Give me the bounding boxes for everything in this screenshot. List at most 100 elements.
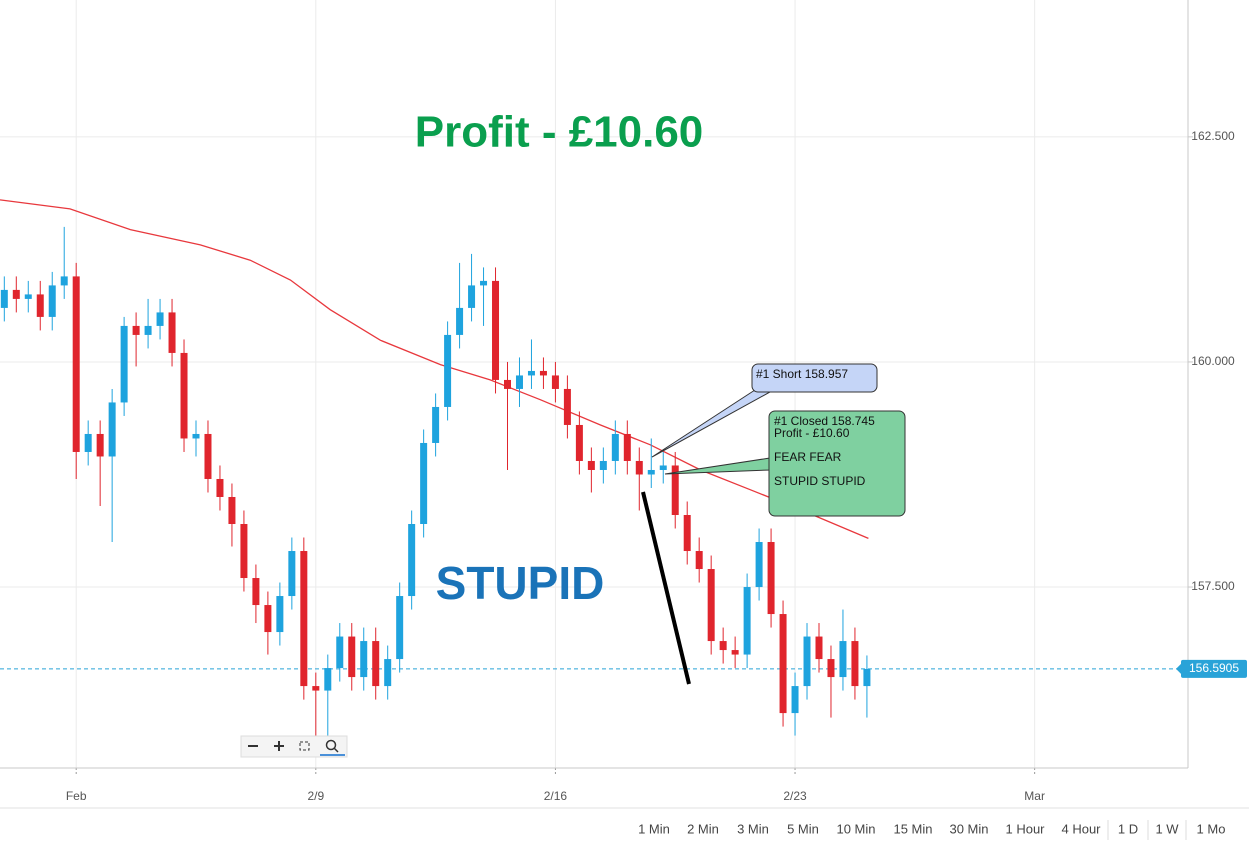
plot: 156.5905 — [0, 199, 1247, 741]
candle-body — [24, 294, 32, 299]
closed-callout — [768, 410, 906, 517]
candle-body — [707, 569, 715, 642]
timeframe-button[interactable]: 30 Min — [949, 821, 988, 836]
closed-callout-text: Profit - £10.60 — [774, 426, 850, 440]
candle-body — [575, 424, 583, 461]
candle-body — [456, 307, 464, 335]
candle-body — [144, 325, 152, 335]
last-price-badge-tip — [1176, 662, 1182, 675]
candle-body — [791, 686, 799, 714]
stamp: STUPID — [436, 557, 605, 609]
candle-body — [563, 388, 571, 425]
timeframe-button[interactable]: 1 D — [1118, 821, 1138, 836]
candle-body — [611, 433, 619, 461]
candle-body — [396, 596, 404, 660]
candle-body — [0, 289, 8, 308]
candle-body — [659, 465, 667, 470]
timeframe-button[interactable]: 2 Min — [687, 821, 719, 836]
timeframe-button[interactable]: 3 Min — [737, 821, 769, 836]
candle-body — [288, 551, 296, 597]
x-tick-label: 2/9 — [307, 789, 324, 803]
closed-callout-text: #1 Closed 158.745 — [774, 414, 875, 428]
moving-average — [0, 199, 869, 539]
headline: Profit - £10.60 — [415, 108, 704, 157]
candle-body — [803, 636, 811, 687]
candle-body — [527, 370, 535, 376]
candle-body — [492, 280, 500, 380]
x-tick-label: 2/16 — [544, 789, 568, 803]
candle-body — [432, 406, 440, 443]
timeframe-button[interactable]: 15 Min — [893, 821, 932, 836]
candle-body — [551, 375, 559, 389]
short-callout — [751, 363, 878, 393]
candle-body — [312, 686, 320, 691]
x-tick-label: 2/23 — [783, 789, 807, 803]
candle-body — [204, 433, 212, 479]
candle-body — [84, 433, 92, 452]
closed-callout-text: STUPID STUPID — [774, 474, 866, 488]
candle-body — [839, 641, 847, 678]
drawn-line — [641, 491, 691, 685]
candle-body — [60, 276, 68, 286]
candle-body — [731, 650, 739, 655]
x-tick-label: Feb — [66, 789, 87, 803]
zoom-in[interactable] — [274, 741, 284, 751]
candle-body — [156, 312, 164, 326]
candle-body — [444, 334, 452, 407]
zoom-bar — [240, 735, 348, 758]
candle-body — [408, 524, 416, 597]
candle-body — [324, 668, 332, 691]
candle-body — [671, 465, 679, 516]
y-tick-label: 162.500 — [1191, 129, 1235, 143]
timeframe-button[interactable]: 10 Min — [836, 821, 875, 836]
candle-body — [851, 641, 859, 687]
candle-body — [36, 294, 44, 317]
timeframe-button[interactable]: 1 Mo — [1197, 821, 1226, 836]
timeframe-button[interactable]: 1 Min — [638, 821, 670, 836]
candle-body — [815, 636, 823, 660]
candle-body — [827, 659, 835, 678]
candle-body — [384, 659, 392, 687]
timeframe-button[interactable]: 4 Hour — [1061, 821, 1101, 836]
timeframe-button[interactable]: 1 W — [1155, 821, 1179, 836]
zoom-controls — [240, 735, 348, 758]
y-tick-label: 160.000 — [1191, 354, 1235, 368]
timeframe-toolbar: 1 Min 2 Min 3 Min 5 Min 10 Min 15 Min 30 Min 1 … — [638, 820, 1225, 840]
candle-body — [360, 641, 368, 678]
candle-body — [216, 478, 224, 497]
candle-body — [264, 605, 272, 633]
candle-body — [647, 469, 655, 475]
candle-body — [336, 636, 344, 669]
candle-body — [12, 289, 20, 299]
candle-body — [695, 551, 703, 570]
fit[interactable] — [299, 741, 310, 751]
candle-body — [587, 460, 595, 470]
last-price-label: 156.5905 — [1189, 661, 1239, 675]
candle-body — [599, 460, 607, 470]
candle-body — [168, 312, 176, 353]
candle-body — [863, 668, 871, 687]
timeframe-button[interactable]: 1 Hour — [1005, 821, 1045, 836]
candle-body — [132, 325, 140, 335]
candle-body — [120, 325, 128, 403]
candle-body — [420, 442, 428, 525]
candle-body — [683, 515, 691, 552]
candle-body — [96, 433, 104, 457]
candle-body — [240, 524, 248, 579]
candle-body — [300, 551, 308, 687]
candle-body — [767, 542, 775, 615]
x-tick-label: Mar — [1024, 789, 1045, 803]
zoom-reset[interactable] — [320, 739, 345, 756]
candle-body — [72, 276, 80, 452]
closed-callout-text: FEAR FEAR — [774, 450, 842, 464]
candle-body — [348, 636, 356, 678]
candle-body — [515, 375, 523, 389]
timeframe-button[interactable]: 5 Min — [787, 821, 819, 836]
candle-body — [252, 578, 260, 606]
last-price-badge — [1181, 659, 1247, 678]
candle-body — [503, 379, 511, 389]
candle-body — [779, 614, 787, 714]
candle-body — [623, 433, 631, 461]
